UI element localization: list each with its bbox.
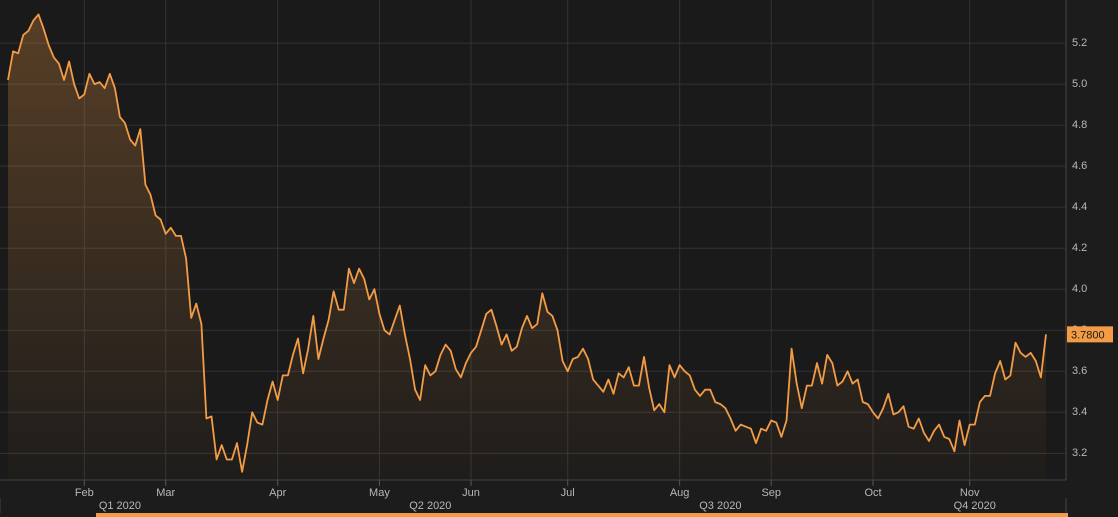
x-tick-label: Oct xyxy=(864,487,881,499)
quarter-label: Q3 2020 xyxy=(699,500,741,512)
quarter-label: Q1 2020 xyxy=(99,500,141,512)
range-navigator[interactable] xyxy=(96,513,1068,517)
y-tick-label: 3.6 xyxy=(1072,365,1087,377)
y-tick-label: 5.0 xyxy=(1072,78,1087,90)
y-tick-label: 4.2 xyxy=(1072,242,1087,254)
x-tick-label: Apr xyxy=(269,487,286,499)
x-tick-label: Aug xyxy=(670,487,690,499)
price-line xyxy=(7,13,1047,473)
current-value-badge xyxy=(1067,326,1113,343)
y-tick-label: 3.4 xyxy=(1072,406,1087,418)
current-value-label: 3.7800 xyxy=(1071,329,1105,341)
y-tick-label: 4.4 xyxy=(1072,201,1087,213)
quarter-label: Q4 2020 xyxy=(954,500,996,512)
x-tick-label: Sep xyxy=(761,487,781,499)
y-tick-label: 3.2 xyxy=(1072,447,1087,459)
y-tick-label: 5.2 xyxy=(1072,37,1087,49)
x-tick-label: May xyxy=(369,487,390,499)
x-tick-label: Jul xyxy=(561,487,575,499)
y-tick-label: 4.6 xyxy=(1072,160,1087,172)
x-tick-label: Feb xyxy=(75,487,94,499)
quarter-label: Q2 2020 xyxy=(409,500,451,512)
y-tick-label: 4.8 xyxy=(1072,119,1087,131)
x-tick-label: Mar xyxy=(156,487,175,499)
x-tick-label: Jun xyxy=(462,487,480,499)
x-tick-label: Nov xyxy=(960,487,980,499)
y-tick-label: 4.0 xyxy=(1072,283,1087,295)
